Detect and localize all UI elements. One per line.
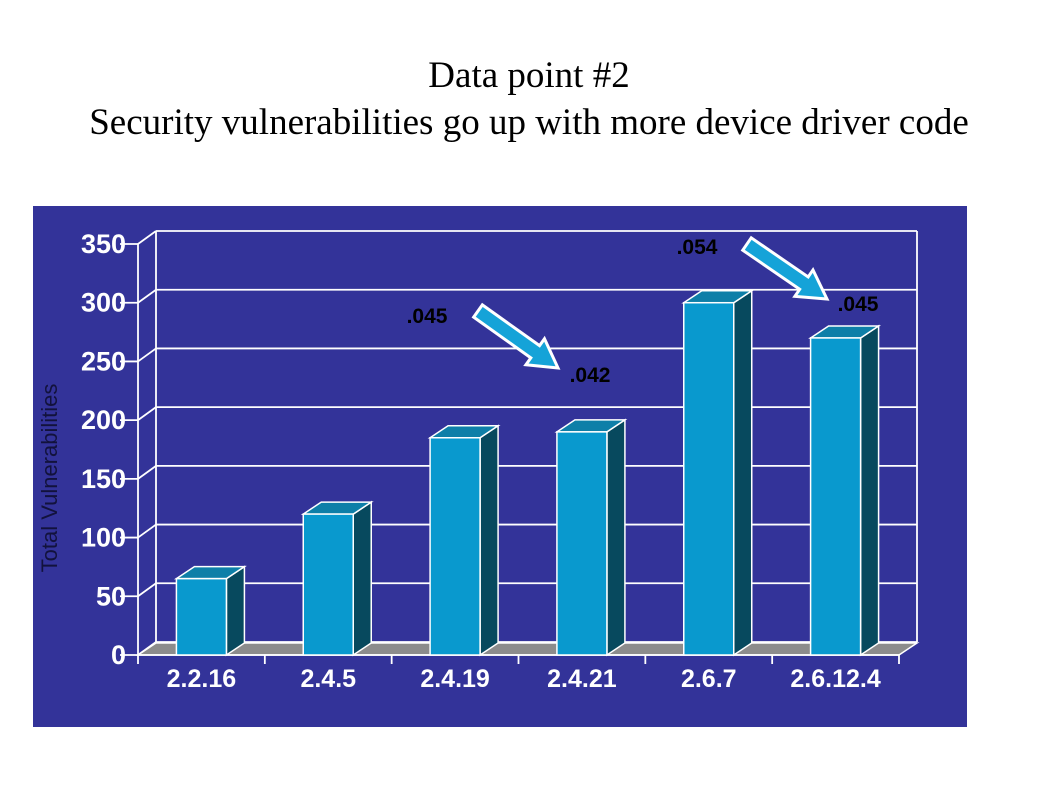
title-line-2: Security vulnerabilities go up with more…	[89, 102, 969, 143]
bar-2.4.21	[554, 418, 628, 657]
annotation-label: .042	[570, 364, 611, 387]
x-category-label: 2.2.16	[167, 665, 237, 693]
annotation-label: .045	[838, 293, 879, 316]
y-tick-label: 200	[81, 405, 126, 435]
bar-side-face	[352, 500, 372, 657]
x-category-label: 2.4.21	[547, 665, 617, 693]
bar-front-face	[175, 577, 228, 656]
x-category-label: 2.6.7	[681, 665, 737, 693]
gridline-depth-jog	[137, 406, 157, 421]
bar-side-face	[859, 324, 880, 657]
gridline-depth-jog	[137, 288, 157, 304]
y-axis-title: Total Vulnerabilities	[37, 384, 62, 573]
gridline-depth-jog	[137, 582, 157, 598]
x-category-label: 2.6.12.4	[790, 665, 880, 693]
bar-2.4.19	[427, 424, 501, 657]
bar-front-face	[683, 301, 735, 656]
title-line-1: Data point #2	[428, 55, 630, 96]
gridline-depth-jog	[137, 347, 157, 363]
trend-arrow-icon	[471, 302, 561, 370]
x-category-label: 2.4.19	[420, 665, 490, 693]
bar-side-face	[733, 289, 753, 657]
y-tick-label: 50	[96, 581, 126, 611]
bar-2.6.12.4	[808, 324, 882, 657]
bar-front-face	[556, 431, 608, 656]
bar-chart-3d: 0 50 100 150 200 250 300 350 2.2.16 2.4.5 2.4.19 2.…	[37, 229, 920, 693]
vulnerability-chart: 0 50 100 150 200 250 300 350 2.2.16 2.4.5 2.4.19 2.…	[33, 206, 967, 727]
gridline-depth-jog	[137, 523, 157, 539]
trend-arrow-icon	[740, 235, 830, 301]
gridline-depth-jog	[137, 465, 157, 480]
y-tick-label: 250	[81, 346, 126, 376]
y-tick-label: 150	[81, 464, 126, 494]
bar-side-face	[479, 424, 499, 657]
bar-2.6.7	[681, 289, 755, 657]
bar-2.4.5	[300, 500, 374, 657]
bar-2.2.16	[173, 565, 247, 657]
annotation-label: .045	[407, 305, 448, 328]
y-tick-label: 0	[111, 640, 126, 670]
x-category-label: 2.4.5	[300, 665, 356, 693]
bar-front-face	[302, 513, 354, 656]
bar-front-face	[809, 337, 862, 656]
annotation-label: .054	[677, 236, 718, 259]
slide-title: Data point #2 Security vulnerabilities g…	[0, 52, 1058, 146]
chart-floor	[135, 642, 920, 656]
bar-front-face	[429, 437, 481, 656]
y-tick-label: 300	[81, 288, 126, 318]
y-tick-label: 350	[81, 229, 126, 259]
bar-side-face	[606, 418, 626, 657]
bar-side-face	[225, 565, 246, 657]
y-tick-label: 100	[81, 523, 126, 553]
gridline-depth-jog	[137, 230, 157, 245]
